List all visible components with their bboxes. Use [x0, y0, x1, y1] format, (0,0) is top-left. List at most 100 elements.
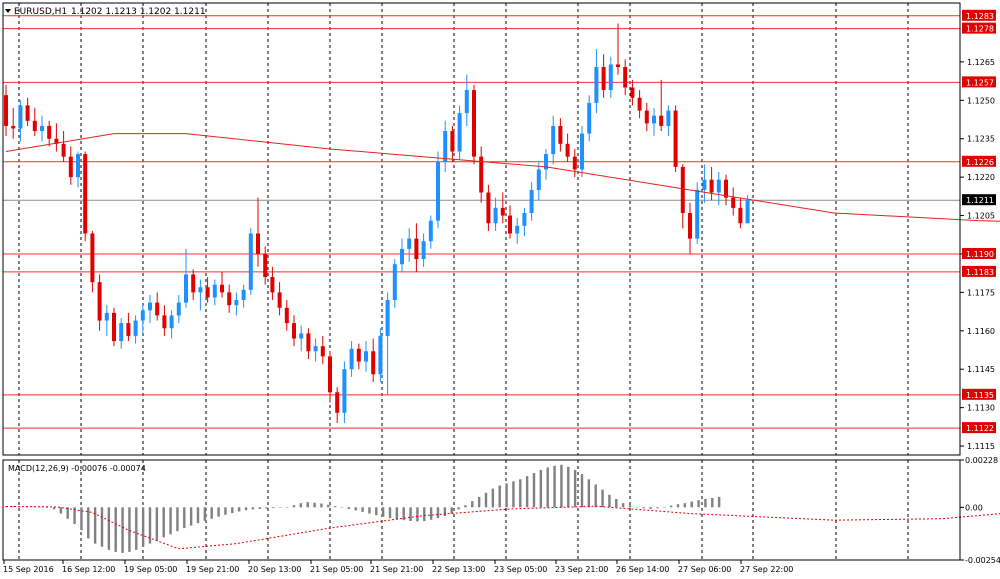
macd-histogram-bar: [141, 507, 145, 547]
moving-average: [5, 133, 1000, 222]
candle-body: [472, 90, 476, 157]
macd-histogram-bar: [87, 507, 90, 539]
menu-triangle-icon[interactable]: [5, 9, 11, 13]
level-price-label: 1.1135: [966, 391, 994, 400]
macd-histogram-bar: [642, 507, 645, 509]
time-tick-label: 23 Sep 05:00: [494, 565, 547, 574]
macd-histogram-bar: [717, 496, 721, 508]
candle-body: [500, 207, 505, 216]
macd-histogram-bar: [416, 507, 419, 522]
macd-histogram-bar: [498, 485, 501, 508]
macd-histogram-bar: [196, 507, 200, 524]
macd-histogram-bar: [690, 501, 693, 508]
macd-histogram-bar: [285, 507, 289, 508]
level-price-label: 1.1283: [966, 12, 994, 21]
macd-histogram-bar: [347, 507, 351, 509]
candle-body: [133, 320, 138, 336]
candle-body: [436, 161, 440, 221]
candle-body: [688, 212, 692, 239]
macd-histogram-bar: [93, 507, 97, 544]
macd-histogram-bar: [52, 507, 56, 510]
macd-histogram-bar: [395, 507, 399, 520]
candle-body: [580, 133, 584, 170]
macd-histogram-bar: [292, 505, 296, 508]
candle-body: [608, 64, 613, 91]
candle-body: [18, 105, 23, 129]
level-price-tag: [962, 422, 996, 434]
candle-body: [205, 287, 210, 298]
main-panel-border: [2, 2, 961, 456]
chart-header[interactable]: EURUSD,H1 1.1202 1.1213 1.1202 1.1211: [5, 7, 206, 17]
level-price-label: 1.1226: [966, 158, 994, 167]
candle-body: [659, 115, 664, 126]
time-tick-label: 23 Sep 21:00: [555, 565, 608, 574]
candle-body: [486, 192, 491, 224]
macd-histogram-bar: [100, 507, 104, 547]
macd-histogram-bar: [471, 501, 474, 508]
candle-body: [277, 292, 282, 308]
macd-histogram-bar: [505, 483, 508, 508]
macd-histogram-bar: [477, 496, 481, 508]
candle-body: [644, 110, 649, 124]
candle-body: [407, 238, 412, 249]
macd-histogram-bar: [340, 507, 344, 508]
candle-body: [61, 143, 66, 157]
candle-body: [428, 220, 433, 242]
price-tick-label: 1.1160: [967, 327, 995, 336]
macd-histogram-bar: [224, 507, 227, 515]
macd-histogram-bar: [443, 507, 447, 517]
candle-body: [299, 333, 304, 339]
candle-body: [709, 179, 714, 193]
candle-body: [162, 315, 167, 329]
candle-body: [673, 110, 678, 167]
time-tick-label: 19 Sep 05:00: [124, 565, 177, 574]
level-lines: [3, 15, 960, 429]
macd-histogram-bar: [628, 505, 632, 508]
candle-body: [551, 125, 556, 155]
level-price-tag: [962, 22, 996, 34]
macd-tick-label: 0.00228: [965, 456, 998, 465]
macd-histogram-bar: [155, 507, 159, 541]
candle-body: [616, 64, 620, 68]
macd-histogram-bar: [66, 507, 69, 519]
candle-body: [198, 287, 203, 293]
macd-histogram-bar: [491, 488, 495, 508]
macd-histogram-bar: [73, 507, 76, 524]
macd-indicator: [4, 464, 1000, 553]
macd-histogram-bar: [80, 507, 83, 531]
candle-body: [601, 67, 606, 91]
candle-body: [630, 87, 635, 98]
time-tick-label: 26 Sep 14:00: [616, 565, 669, 574]
candle-body: [227, 292, 232, 306]
candle-body: [623, 67, 628, 88]
macd-histogram-bar: [409, 507, 412, 521]
candle-body: [680, 166, 685, 213]
macd-histogram-bar: [450, 507, 453, 514]
candle-body: [666, 110, 671, 126]
macd-histogram-bar: [512, 481, 515, 508]
level-price-label: 1.1183: [966, 268, 994, 277]
candle-body: [335, 392, 340, 413]
candle-body: [652, 115, 656, 124]
price-axis: 1.1115 1.1130 1.1145 1.1160 1.1175 1.1190 1.12…: [960, 9, 1000, 565]
macd-histogram-bar: [258, 507, 261, 509]
candle-body: [702, 179, 707, 190]
macd-histogram-bar: [402, 507, 405, 521]
candle-body: [493, 207, 498, 224]
macd-histogram-bar: [683, 503, 687, 508]
macd-histogram-bar: [457, 507, 460, 510]
candle-body: [637, 97, 642, 111]
candle-body: [572, 156, 577, 170]
candle-body: [738, 207, 743, 224]
candle-body: [248, 233, 253, 290]
macd-histogram-bar: [189, 507, 193, 526]
candle-body: [392, 264, 397, 301]
chart-frame: [2, 2, 961, 561]
macd-histogram-bar: [608, 494, 611, 508]
candle-body: [220, 284, 224, 293]
candle-body: [292, 323, 296, 339]
macd-histogram-bar: [306, 502, 309, 508]
candle-body: [457, 113, 462, 152]
candle-body: [421, 241, 426, 260]
candle-body: [328, 356, 332, 393]
